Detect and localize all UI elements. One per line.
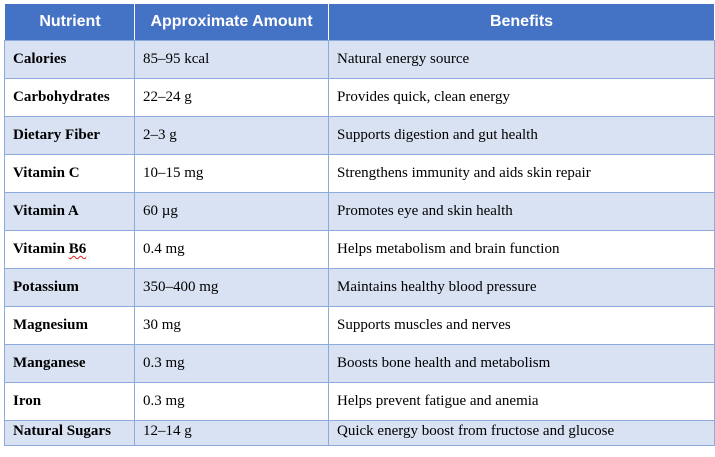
table-row: Calories 85–95 kcal Natural energy sourc… bbox=[4, 40, 715, 79]
table-row: Manganese 0.3 mg Boosts bone health and … bbox=[4, 344, 715, 383]
benefit-cell: Boosts bone health and metabolism bbox=[328, 344, 715, 383]
nutrient-cell: Iron bbox=[4, 382, 135, 421]
amount-cell: 0.3 mg bbox=[134, 344, 329, 383]
table-row: Magnesium 30 mg Supports muscles and ner… bbox=[4, 306, 715, 345]
table-row: Vitamin B6 0.4 mg Helps metabolism and b… bbox=[4, 230, 715, 269]
amount-cell: 350–400 mg bbox=[134, 268, 329, 307]
table-row: Carbohydrates 22–24 g Provides quick, cl… bbox=[4, 78, 715, 117]
table-row: Vitamin C 10–15 mg Strengthens immunity … bbox=[4, 154, 715, 193]
benefit-cell: Quick energy boost from fructose and glu… bbox=[328, 420, 715, 446]
nutrient-cell: Calories bbox=[4, 40, 135, 79]
benefit-cell: Supports muscles and nerves bbox=[328, 306, 715, 345]
nutrient-cell: Potassium bbox=[4, 268, 135, 307]
amount-cell: 85–95 kcal bbox=[134, 40, 329, 79]
spellcheck-flagged-word: B6 bbox=[68, 241, 87, 257]
nutrient-cell: Vitamin A bbox=[4, 192, 135, 231]
benefit-cell: Helps metabolism and brain function bbox=[328, 230, 715, 269]
amount-cell: 0.3 mg bbox=[134, 382, 329, 421]
header-benefits: Benefits bbox=[328, 3, 715, 41]
table-row: Natural Sugars 12–14 g Quick energy boos… bbox=[4, 420, 715, 446]
benefit-cell: Provides quick, clean energy bbox=[328, 78, 715, 117]
amount-cell: 0.4 mg bbox=[134, 230, 329, 269]
benefit-cell: Maintains healthy blood pressure bbox=[328, 268, 715, 307]
nutrient-cell: Vitamin C bbox=[4, 154, 135, 193]
amount-cell: 60 µg bbox=[134, 192, 329, 231]
header-amount: Approximate Amount bbox=[134, 3, 329, 41]
benefit-cell: Promotes eye and skin health bbox=[328, 192, 715, 231]
table-row: Vitamin A 60 µg Promotes eye and skin he… bbox=[4, 192, 715, 231]
nutrient-cell: Vitamin B6 bbox=[4, 230, 135, 269]
benefit-cell: Supports digestion and gut health bbox=[328, 116, 715, 155]
nutrient-table: Nutrient Approximate Amount Benefits Cal… bbox=[4, 3, 715, 446]
benefit-cell: Strengthens immunity and aids skin repai… bbox=[328, 154, 715, 193]
nutrient-cell: Natural Sugars bbox=[4, 420, 135, 446]
amount-cell: 2–3 g bbox=[134, 116, 329, 155]
header-row: Nutrient Approximate Amount Benefits bbox=[4, 3, 715, 41]
amount-cell: 10–15 mg bbox=[134, 154, 329, 193]
nutrient-cell: Dietary Fiber bbox=[4, 116, 135, 155]
nutrient-cell: Magnesium bbox=[4, 306, 135, 345]
amount-cell: 12–14 g bbox=[134, 420, 329, 446]
header-nutrient: Nutrient bbox=[4, 3, 135, 41]
table-row: Potassium 350–400 mg Maintains healthy b… bbox=[4, 268, 715, 307]
benefit-cell: Natural energy source bbox=[328, 40, 715, 79]
nutrient-cell: Carbohydrates bbox=[4, 78, 135, 117]
nutrient-cell: Manganese bbox=[4, 344, 135, 383]
nutrient-prefix: Vitamin bbox=[13, 241, 69, 257]
benefit-cell: Helps prevent fatigue and anemia bbox=[328, 382, 715, 421]
table-row: Dietary Fiber 2–3 g Supports digestion a… bbox=[4, 116, 715, 155]
amount-cell: 30 mg bbox=[134, 306, 329, 345]
amount-cell: 22–24 g bbox=[134, 78, 329, 117]
table-row: Iron 0.3 mg Helps prevent fatigue and an… bbox=[4, 382, 715, 421]
